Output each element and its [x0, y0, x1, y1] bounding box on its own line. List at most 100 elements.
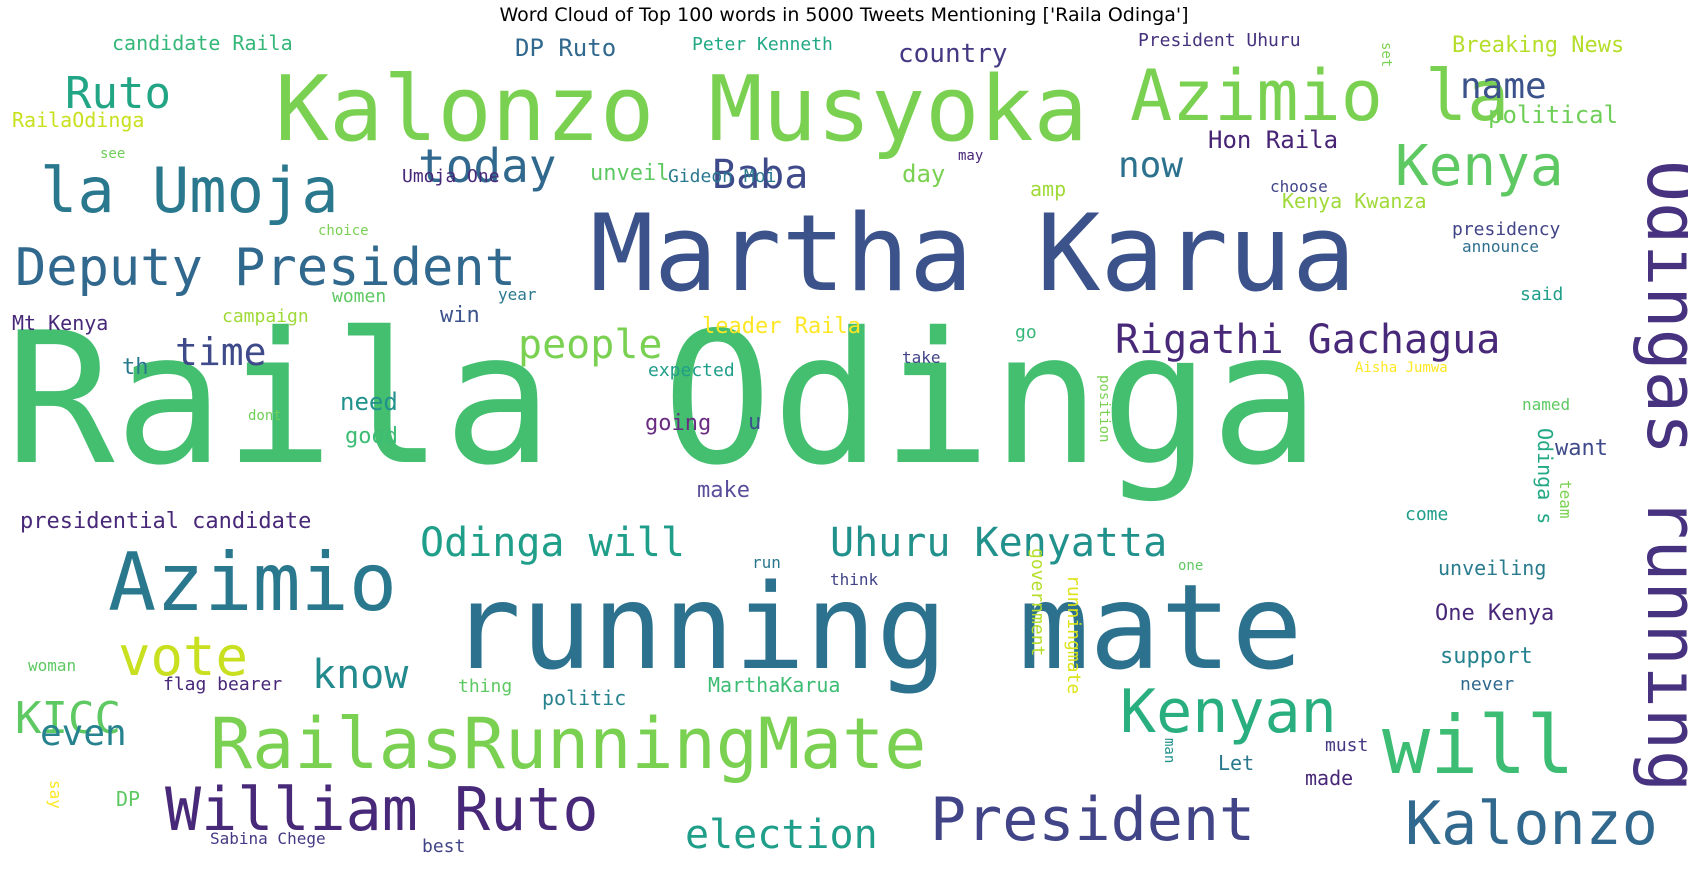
word-raila-odinga: Raila Odinga	[5, 293, 1320, 505]
word-let: Let	[1218, 751, 1254, 775]
word-country: country	[898, 39, 1008, 69]
word-uhuru-kenyatta: Uhuru Kenyatta	[830, 520, 1167, 566]
word-women: women	[332, 286, 386, 307]
word-william-ruto: William Ruto	[165, 775, 598, 845]
word-kicc: KICC	[15, 693, 121, 744]
word-good: good	[345, 424, 398, 449]
word-president: President	[930, 785, 1255, 855]
word-presidential-candidate: presidential candidate	[20, 509, 311, 534]
word-azimio-la: Azimio la	[1130, 55, 1509, 137]
word-time: time	[175, 330, 267, 374]
word-running-mate: running mate	[450, 558, 1303, 696]
word-think: think	[830, 570, 879, 589]
word-choose: choose	[1270, 177, 1328, 196]
word-aisha-jumwa: Aisha Jumwa	[1355, 360, 1448, 376]
word-set: set	[1378, 42, 1394, 67]
word-take: take	[902, 348, 941, 367]
word-presidency: presidency	[1452, 219, 1561, 240]
word-dp-ruto: DP Ruto	[515, 34, 616, 62]
word-election: election	[685, 812, 878, 858]
word-know: know	[312, 652, 409, 698]
word-best: best	[422, 836, 465, 857]
word-come: come	[1405, 504, 1448, 525]
word-umoja-one: Umoja One	[402, 166, 500, 187]
word-expected: expected	[648, 360, 735, 381]
word-make: make	[697, 478, 750, 503]
word-announce: announce	[1462, 237, 1539, 256]
word-choice: choice	[318, 223, 369, 239]
word-want: want	[1555, 436, 1608, 461]
word-may: may	[958, 148, 983, 164]
word-man: man	[1161, 738, 1177, 763]
word-politic: politic	[542, 686, 626, 710]
word-ruto: Ruto	[65, 68, 171, 119]
word-gideon-moi: Gideon Moi	[668, 166, 776, 187]
word-need: need	[340, 388, 398, 416]
word-mt-kenya: Mt Kenya	[12, 311, 108, 335]
word-odingas-running: Odingas running	[1631, 160, 1688, 792]
word-will: will	[1382, 699, 1575, 792]
word-kenyan: Kenyan	[1120, 677, 1337, 747]
word-martha-karua: Martha Karua	[590, 192, 1356, 315]
word-today: today	[418, 139, 556, 193]
word-odinga-will: Odinga will	[420, 520, 685, 566]
word-people: people	[518, 322, 663, 368]
word-thing: thing	[458, 676, 512, 697]
word-political: political	[1488, 101, 1618, 129]
word-candidate-raila: candidate Raila	[112, 31, 293, 55]
word-railaodinga: RailaOdinga	[12, 108, 144, 132]
word-railasrunningmate: RailasRunningMate	[210, 703, 926, 785]
word-name: name	[1460, 66, 1547, 107]
word-year: year	[498, 285, 537, 304]
word-support: support	[1440, 644, 1533, 669]
word-even: even	[40, 713, 127, 754]
word-government: government	[1027, 548, 1048, 656]
word-odinga-s: Odinga s	[1533, 428, 1557, 524]
word-hon-raila: Hon Raila	[1208, 126, 1338, 154]
word-sabina-chege: Sabina Chege	[210, 829, 326, 848]
word-vote: vote	[118, 625, 248, 688]
word-win: win	[440, 303, 480, 328]
word-run: run	[752, 553, 781, 572]
word-must: must	[1325, 735, 1368, 756]
word-amp: amp	[1030, 177, 1066, 201]
word-unveil: unveil	[590, 161, 669, 186]
word-go: go	[1015, 322, 1037, 343]
word-one: one	[1178, 558, 1203, 574]
word-dp: DP	[116, 787, 140, 811]
word-kenya: Kenya	[1395, 134, 1564, 199]
word-marthakarua: MarthaKarua	[708, 673, 840, 697]
word-made: made	[1305, 766, 1353, 790]
word-team: team	[1556, 480, 1575, 519]
word-now: now	[1118, 145, 1183, 186]
word-rigathi-gachagua: Rigathi Gachagua	[1115, 317, 1500, 363]
word-kalonzo: Kalonzo	[1405, 789, 1658, 859]
word-flag-bearer: flag bearer	[163, 674, 282, 695]
word-day: day	[902, 160, 945, 188]
word-president-uhuru: President Uhuru	[1138, 30, 1301, 51]
word-peter-kenneth: Peter Kenneth	[692, 34, 833, 55]
word-la-umoja: la Umoja	[40, 154, 339, 227]
word-never: never	[1460, 674, 1514, 695]
word-kenya-kwanza: Kenya Kwanza	[1282, 189, 1427, 213]
word-azimio: Azimio	[108, 536, 397, 629]
word-unveiling: unveiling	[1438, 556, 1546, 580]
chart-title: Word Cloud of Top 100 words in 5000 Twee…	[499, 4, 1189, 26]
word-runningmate: runningmate	[1063, 575, 1084, 694]
word-kalonzo-musyoka: Kalonzo Musyoka	[275, 57, 1088, 162]
word-breaking-news: Breaking News	[1452, 33, 1624, 58]
word-campaign: campaign	[222, 306, 309, 327]
word-u: u	[748, 410, 761, 435]
word-said: said	[1520, 284, 1563, 305]
word-position: position	[1096, 375, 1112, 442]
word-th: th	[122, 355, 149, 380]
word-deputy-president: Deputy President	[15, 238, 516, 298]
word-say: say	[46, 780, 65, 809]
word-going: going	[645, 411, 711, 436]
word-see: see	[100, 146, 125, 162]
word-named: named	[1522, 395, 1570, 414]
word-baba: Baba	[712, 152, 808, 198]
word-dont: dont	[248, 408, 282, 424]
word-one-kenya: One Kenya	[1435, 601, 1554, 626]
